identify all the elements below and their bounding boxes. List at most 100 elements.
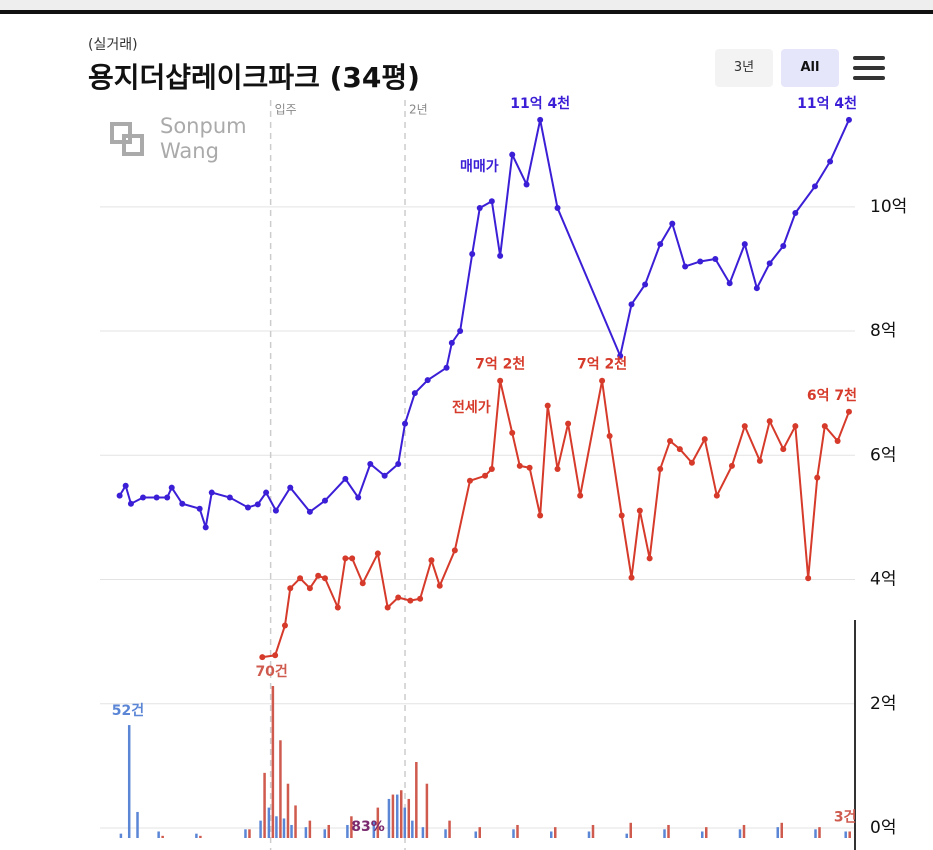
price-point: [676, 446, 683, 453]
price-point: [741, 241, 748, 248]
price-point: [554, 205, 561, 212]
price-point: [669, 220, 676, 227]
rate-label: 83%: [351, 819, 385, 835]
volume-bar: [701, 831, 704, 838]
volume-bar: [304, 827, 308, 838]
price-point: [792, 210, 799, 217]
price-point: [827, 158, 834, 165]
volume-bar: [448, 820, 451, 838]
volume-label: 70건: [255, 663, 287, 680]
volume-bar: [403, 807, 407, 838]
volume-bar: [411, 820, 414, 838]
price-point: [509, 151, 516, 158]
volume-bar: [127, 725, 131, 838]
price-point: [636, 507, 643, 514]
price-point: [526, 464, 533, 471]
price-point: [834, 438, 841, 445]
volume-bar: [814, 829, 817, 838]
price-point: [780, 242, 787, 249]
price-point: [424, 377, 431, 384]
volume-bar: [263, 772, 266, 838]
volume-bar: [421, 827, 425, 838]
price-point: [488, 198, 495, 205]
price-point: [448, 339, 455, 346]
price-point: [395, 460, 402, 467]
price-point: [606, 433, 613, 440]
volume-bar: [199, 835, 202, 838]
volume-bar: [372, 820, 376, 838]
volume-bar: [742, 824, 746, 838]
price-point: [667, 438, 674, 445]
price-point: [153, 494, 160, 501]
volume-bar: [327, 824, 330, 838]
price-line: [118, 119, 850, 528]
price-point: [701, 436, 708, 443]
value-label: 6억 7천: [807, 388, 857, 404]
price-point: [516, 462, 523, 469]
price-point: [497, 252, 504, 259]
volume-bar: [119, 833, 123, 838]
price-point: [168, 484, 175, 491]
series-label: 매매가: [460, 159, 499, 175]
volume-bar: [629, 822, 632, 838]
browser-bar: [0, 0, 933, 14]
price-point: [342, 475, 349, 482]
volume-bar: [444, 829, 447, 838]
volume-bar: [248, 829, 251, 838]
y-tick-label: 6억: [870, 445, 896, 465]
price-point: [179, 500, 186, 507]
volume-bar: [136, 811, 139, 838]
price-point: [646, 555, 653, 562]
volume-bar: [415, 762, 418, 838]
y-tick-label: 0억: [870, 818, 896, 838]
price-point: [272, 507, 279, 514]
volume-bar: [663, 829, 666, 838]
price-point: [537, 512, 544, 519]
volume-bar: [776, 827, 779, 838]
price-point: [395, 594, 402, 601]
volume-bar: [587, 831, 591, 838]
price-point: [381, 472, 388, 479]
price-point: [688, 459, 695, 466]
price-point: [766, 260, 773, 267]
volume-bar: [259, 820, 262, 838]
price-point: [642, 281, 649, 288]
price-point: [417, 595, 424, 602]
volume-bar: [516, 824, 519, 838]
volume-bar: [267, 807, 271, 838]
price-point: [726, 280, 733, 287]
volume-bar: [376, 807, 380, 838]
volume-bar: [738, 829, 742, 838]
volume-bar: [391, 794, 395, 838]
volume-bar: [474, 831, 477, 838]
volume-bar: [407, 798, 411, 838]
menu-icon[interactable]: [853, 56, 885, 82]
volume-bar: [550, 831, 553, 838]
y-tick-label: 10억: [870, 197, 907, 217]
price-point: [753, 285, 760, 292]
y-tick-label: 8억: [870, 321, 896, 341]
volume-bar: [425, 783, 429, 838]
price-point: [821, 423, 828, 430]
price-point: [811, 183, 818, 190]
range-button[interactable]: All: [781, 49, 839, 87]
price-point: [140, 494, 147, 501]
price-point: [443, 364, 450, 371]
y-tick-label: 2억: [870, 694, 896, 714]
price-point: [315, 572, 322, 579]
price-point: [342, 555, 349, 562]
volume-bar: [625, 833, 628, 838]
volume-bar: [780, 822, 783, 838]
price-point: [306, 508, 313, 515]
volume-bar: [395, 794, 399, 838]
price-point: [780, 446, 787, 453]
price-point: [697, 258, 704, 265]
price-point: [617, 352, 624, 359]
volume-bar: [294, 805, 297, 838]
price-point: [554, 465, 561, 472]
range-button[interactable]: 3년: [715, 49, 773, 87]
price-point: [488, 465, 495, 472]
price-point: [599, 377, 606, 384]
price-point: [766, 418, 773, 425]
